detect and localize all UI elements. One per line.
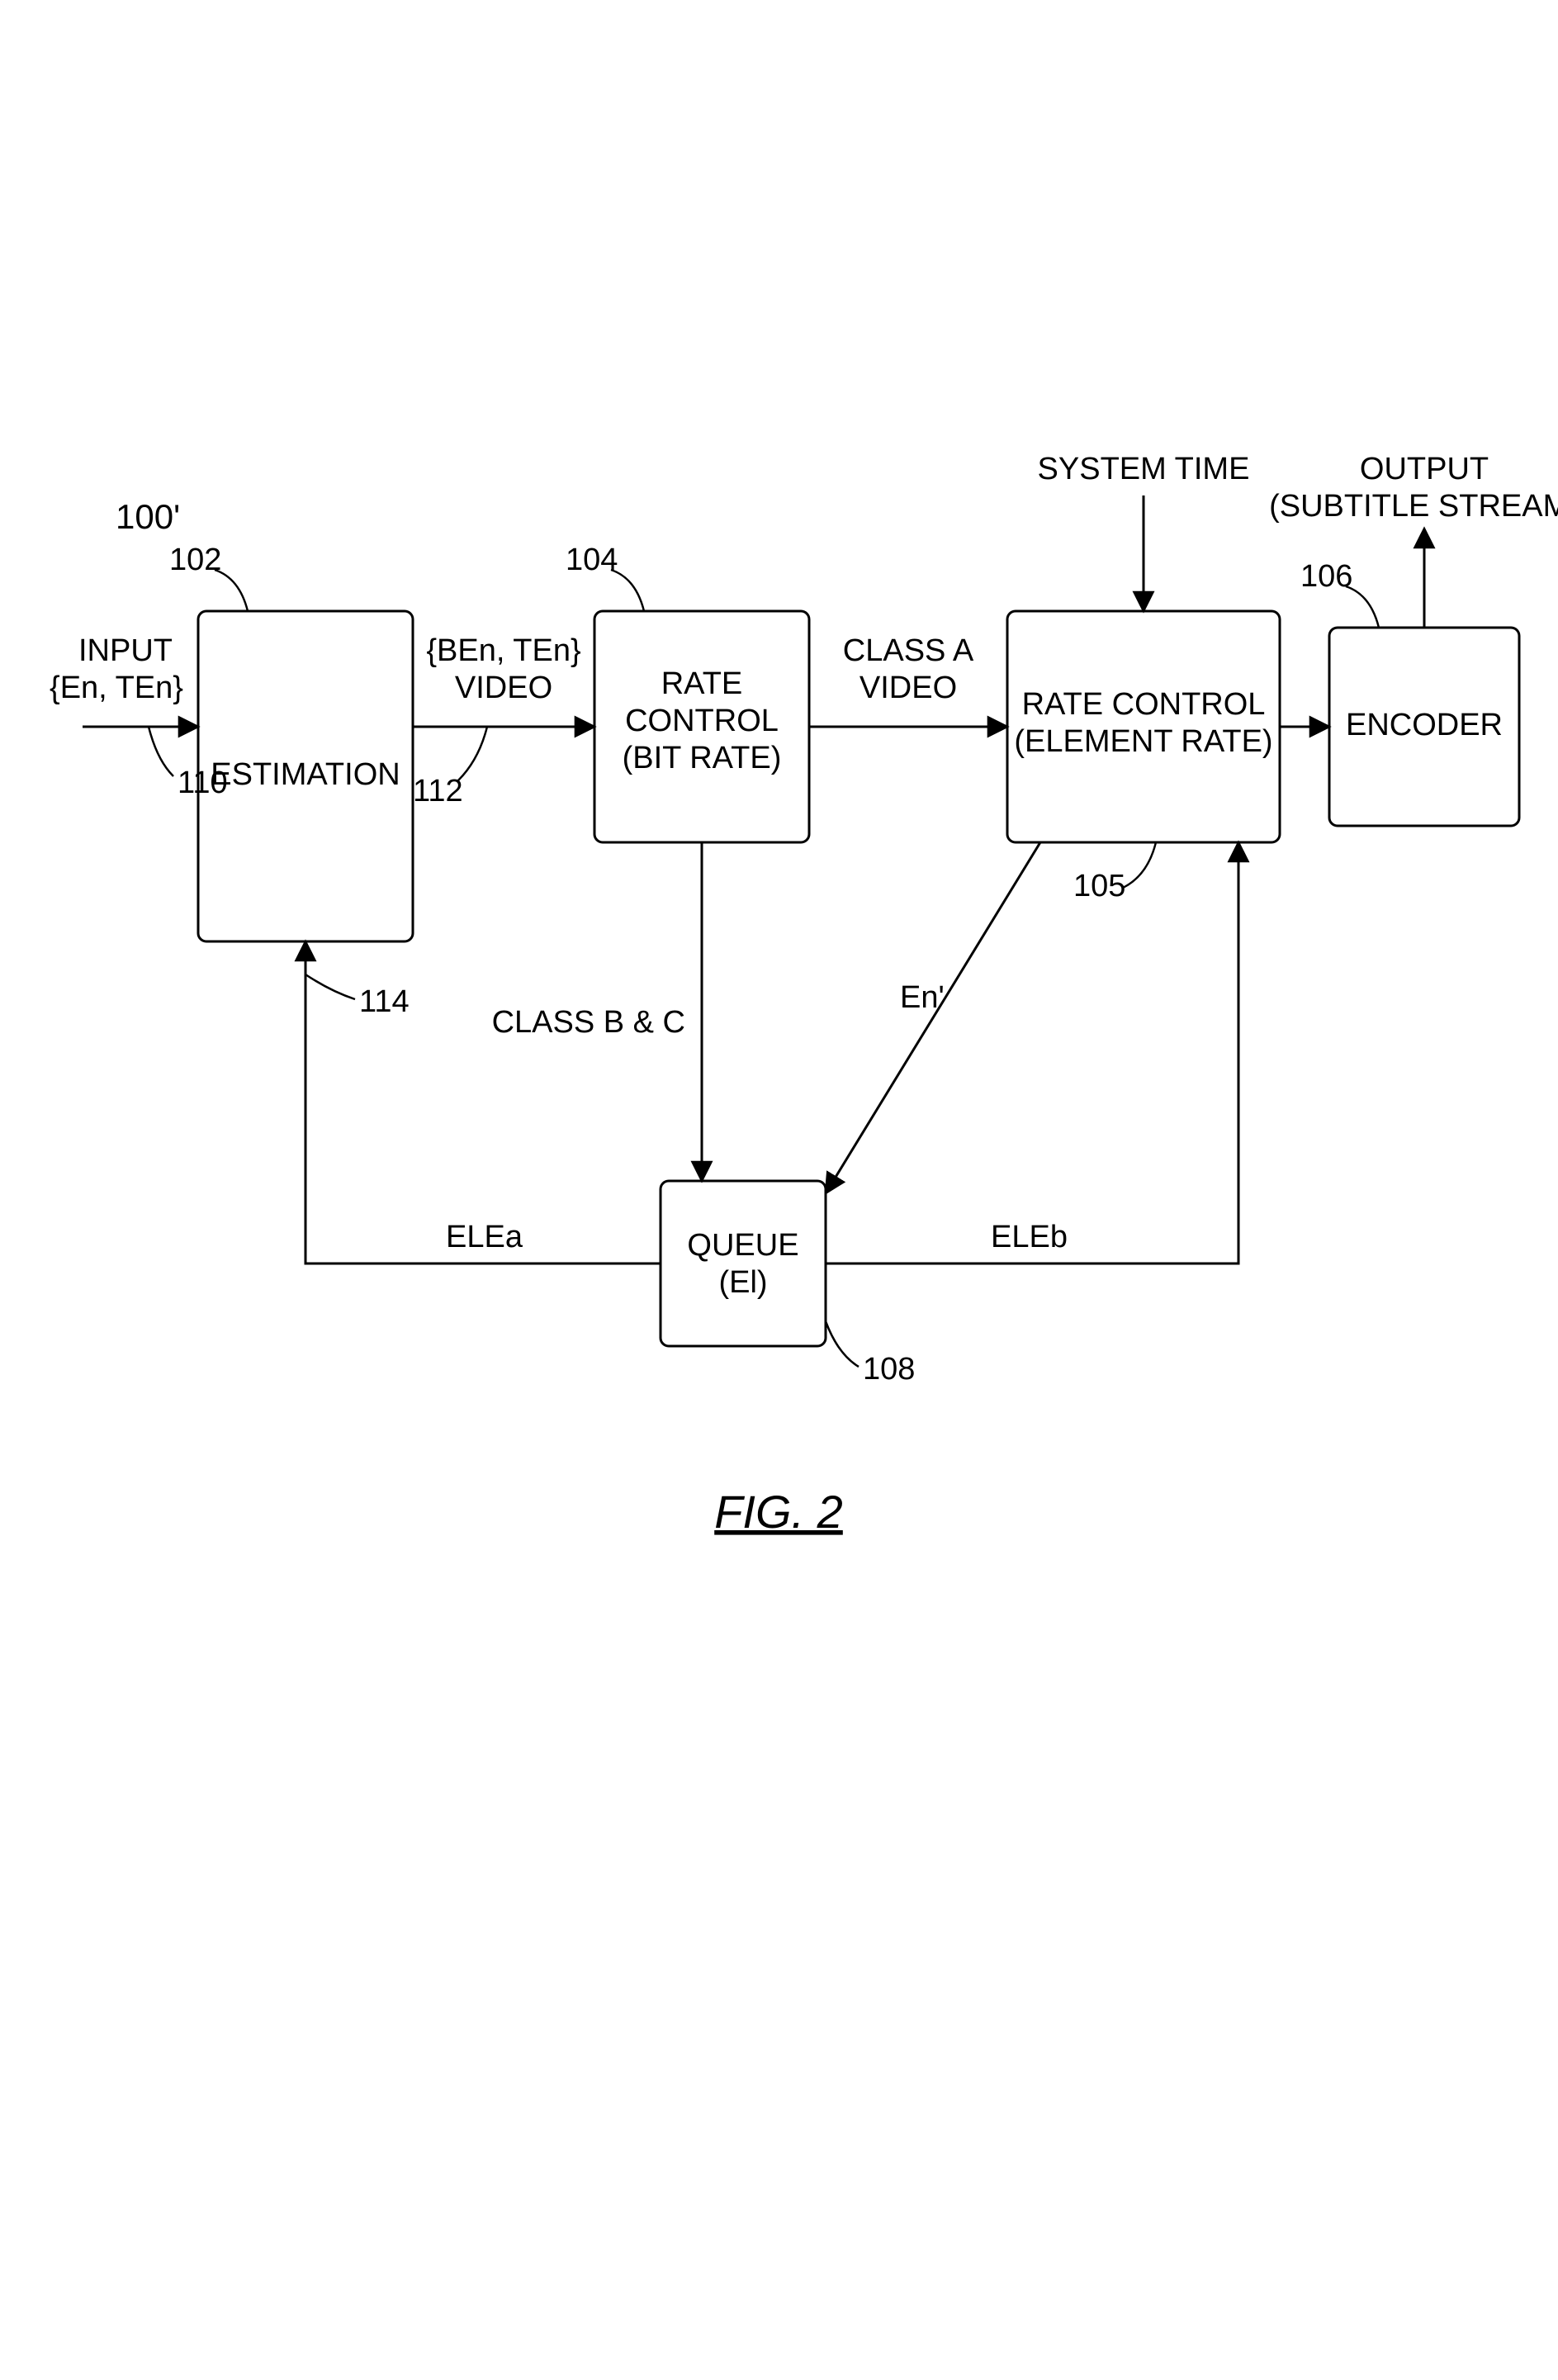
system-time-label: SYSTEM TIME: [1038, 452, 1250, 486]
figure-caption: FIG. 2: [714, 1486, 843, 1538]
block-queue-l2: (El): [718, 1265, 767, 1300]
edge-queue-est-elea-label: ELEa: [446, 1220, 523, 1254]
edge-bit-elem-bot: VIDEO: [860, 671, 957, 705]
block-rate-elem-l2: (ELEMENT RATE): [1014, 724, 1272, 759]
ref-105: 105: [1073, 869, 1125, 903]
leader-114: [305, 974, 355, 999]
block-encoder-label: ENCODER: [1346, 708, 1503, 742]
ref-104: 104: [566, 543, 618, 577]
block-rate-elem: RATE CONTROL (ELEMENT RATE): [1007, 611, 1280, 842]
edge-bit-elem-top: CLASS A: [843, 633, 974, 668]
block-estimation-label: ESTIMATION: [211, 757, 400, 792]
output-label: OUTPUT: [1360, 452, 1489, 486]
edge-bit-queue-label: CLASS B & C: [492, 1005, 685, 1040]
block-estimation: ESTIMATION: [198, 611, 413, 941]
block-queue-l1: QUEUE: [687, 1228, 798, 1263]
edge-est-bit-bot: VIDEO: [455, 671, 552, 705]
block-queue: QUEUE (El): [661, 1181, 826, 1346]
input-data: {En, TEn}: [50, 671, 183, 705]
block-rate-bit-l2: CONTROL: [625, 704, 779, 738]
input-label: INPUT: [78, 633, 173, 668]
edge-est-bit-top: {BEn, TEn}: [426, 633, 580, 668]
ref-110: 110: [178, 766, 228, 800]
block-rate-elem-l1: RATE CONTROL: [1022, 687, 1266, 722]
ref-108: 108: [863, 1352, 915, 1387]
block-rate-bit-l3: (BIT RATE): [623, 741, 782, 775]
ref-106: 106: [1300, 559, 1352, 594]
edge-elem-queue-en-label: En': [900, 980, 945, 1015]
ref-114: 114: [359, 984, 410, 1019]
leader-108: [826, 1321, 859, 1367]
block-encoder: ENCODER: [1329, 628, 1519, 826]
leader-110: [149, 727, 173, 776]
ref-102: 102: [169, 543, 221, 577]
edge-queue-elem-eleb: [826, 842, 1238, 1263]
leader-105: [1123, 842, 1156, 888]
block-rate-bit-l1: RATE: [661, 666, 743, 701]
output-sub: (SUBTITLE STREAM): [1269, 489, 1558, 524]
ref-112: 112: [413, 774, 463, 808]
leader-112: [458, 727, 487, 780]
figure-id: 100': [116, 497, 180, 536]
block-rate-bit: RATE CONTROL (BIT RATE): [594, 611, 809, 842]
edge-elem-queue-en: [826, 842, 1040, 1193]
edge-queue-elem-eleb-label: ELEb: [991, 1220, 1068, 1254]
